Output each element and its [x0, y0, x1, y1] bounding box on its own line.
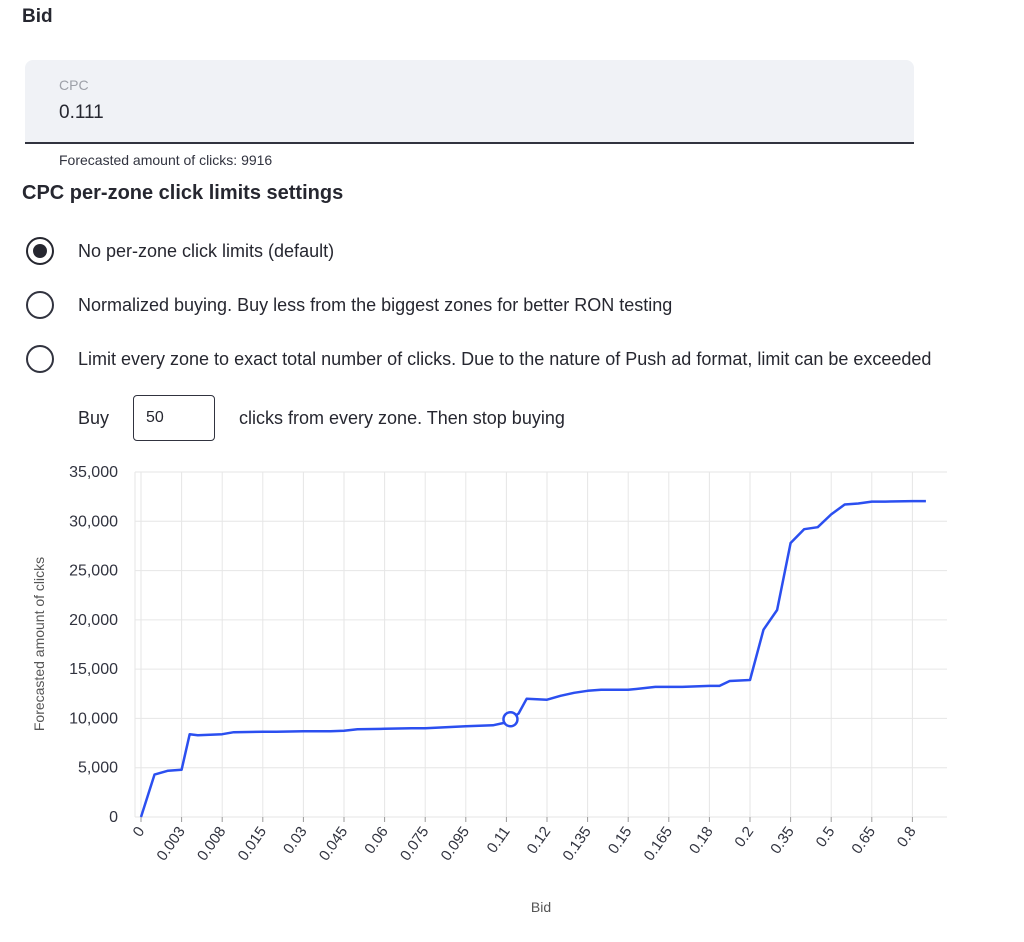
x-tick-label: 0.015	[235, 824, 270, 865]
chart-series	[139, 499, 926, 818]
clicks-per-zone-input[interactable]	[133, 395, 216, 441]
bid-section-title: Bid	[22, 6, 53, 27]
x-tick-label: 0.075	[397, 824, 432, 865]
cpc-input-field[interactable]: CPC 0.111	[25, 60, 914, 144]
x-tick-label: 0.5	[813, 824, 839, 851]
y-tick-label: 10,000	[69, 710, 118, 727]
x-tick-label: 0.15	[605, 824, 636, 858]
y-tick-label: 0	[109, 809, 118, 826]
chart-grid	[134, 471, 947, 818]
forecast-line-chart: 0 5,000 10,000 15,000 20,000 25,000 30,000 35,0…	[31, 464, 947, 915]
radio-option-no-limits[interactable]: No per-zone click limits (default)	[26, 237, 334, 265]
radio-button-selected[interactable]	[26, 237, 54, 265]
click-limits-title: CPC per-zone click limits settings	[22, 182, 344, 204]
y-tick-label: 20,000	[69, 612, 118, 629]
y-tick-label: 30,000	[69, 513, 118, 530]
buy-prefix-label: Buy	[78, 407, 110, 428]
buy-limit-row: Buy clicks from every zone. Then stop bu…	[78, 395, 565, 441]
x-tick-label: 0.06	[361, 824, 392, 858]
x-tick-label: 0.008	[194, 824, 229, 865]
radio-option-label: Normalized buying. Buy less from the big…	[78, 294, 673, 315]
x-tick-label: 0	[130, 824, 149, 841]
radio-button[interactable]	[26, 291, 54, 319]
chart-axes: 0 5,000 10,000 15,000 20,000 25,000 30,000 35,0…	[69, 464, 920, 864]
x-tick-label: 0.095	[438, 824, 473, 865]
x-tick-label: 0.65	[848, 824, 879, 858]
x-tick-label: 0.11	[484, 824, 514, 857]
x-tick-label: 0.135	[559, 824, 594, 865]
series-line	[139, 499, 926, 818]
y-tick-label: 25,000	[69, 563, 118, 580]
x-tick-label: 0.165	[641, 824, 676, 865]
x-tick-label: 0.003	[153, 824, 188, 865]
radio-option-exact-limit[interactable]: Limit every zone to exact total number o…	[26, 345, 931, 373]
x-axis-title: Bid	[531, 899, 551, 915]
x-tick-label: 0.18	[686, 824, 717, 858]
radio-button[interactable]	[26, 345, 54, 373]
radio-option-normalized[interactable]: Normalized buying. Buy less from the big…	[26, 291, 672, 319]
cpc-label: CPC	[59, 77, 89, 93]
x-tick-label: 0.35	[767, 824, 798, 858]
x-tick-label: 0.12	[524, 824, 555, 858]
y-tick-label: 5,000	[78, 760, 118, 777]
radio-option-label: Limit every zone to exact total number o…	[78, 348, 932, 369]
radio-option-label: No per-zone click limits (default)	[78, 240, 335, 261]
y-tick-label: 15,000	[69, 661, 118, 678]
cpc-value[interactable]: 0.111	[59, 102, 104, 123]
y-tick-label: 35,000	[69, 464, 118, 481]
x-tick-label: 0.8	[894, 824, 920, 851]
x-tick-label: 0.045	[316, 824, 351, 865]
y-axis-title: Forecasted amount of clicks	[31, 557, 47, 731]
x-tick-label: 0.2	[731, 824, 757, 851]
x-tick-label: 0.03	[280, 824, 311, 858]
selected-bid-marker	[502, 711, 519, 728]
forecast-text: Forecasted amount of clicks: 9916	[59, 152, 273, 168]
buy-suffix-label: clicks from every zone. Then stop buying	[239, 407, 565, 428]
